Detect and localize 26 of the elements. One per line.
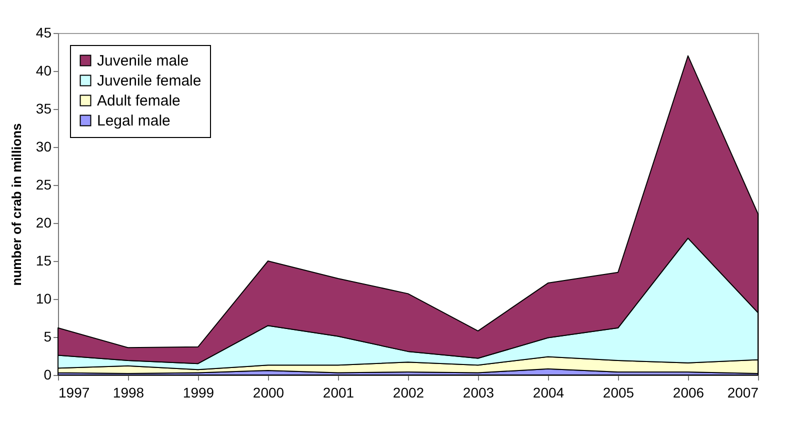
y-tick-label: 0 (44, 366, 52, 382)
x-tick-label: 2001 (322, 384, 354, 400)
x-tick-label: 2002 (392, 384, 424, 400)
y-tick-label: 25 (36, 176, 52, 192)
x-tick-label: 2004 (532, 384, 564, 400)
x-tick-label: 2007 (727, 384, 759, 400)
y-tick-label: 15 (36, 252, 52, 268)
x-tick-label: 1999 (182, 384, 214, 400)
y-axis-title: number of crab in millions (8, 123, 24, 286)
y-tick-label: 40 (36, 62, 52, 78)
x-tick-label: 2006 (672, 384, 704, 400)
x-tick-label: 2003 (462, 384, 494, 400)
x-tick-label: 2005 (602, 384, 634, 400)
y-tick-label: 5 (44, 328, 52, 344)
x-tick-label: 1997 (58, 384, 90, 400)
x-tick-label: 1998 (112, 384, 144, 400)
y-tick-label: 10 (36, 290, 52, 306)
y-tick-label: 45 (36, 24, 52, 40)
y-tick-label: 35 (36, 100, 52, 116)
y-tick-label: 30 (36, 138, 52, 154)
x-tick-label: 2000 (252, 384, 284, 400)
legend-label: Juvenile female (97, 72, 202, 90)
legend-label: Juvenile male (97, 52, 189, 70)
legend-label: Adult female (97, 92, 180, 110)
legend-label: Legal male (97, 112, 170, 130)
y-tick-label: 20 (36, 214, 52, 230)
